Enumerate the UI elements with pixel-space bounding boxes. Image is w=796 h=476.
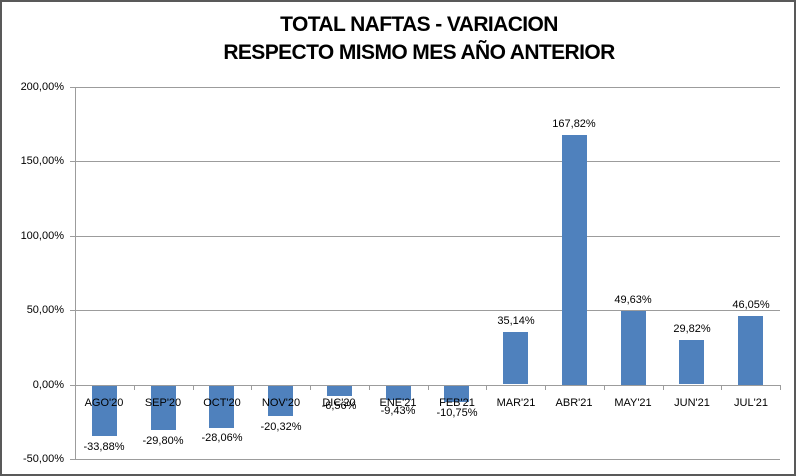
value-label-may21: 49,63% <box>614 294 652 306</box>
y-axis-line <box>75 87 76 459</box>
x-axis-tick <box>251 385 252 390</box>
value-label-feb21: -10,75% <box>436 407 478 419</box>
bar-ago20 <box>92 386 117 436</box>
bar-may21 <box>621 311 646 385</box>
value-label-abr21: 167,82% <box>552 118 596 130</box>
category-label-mar21: MAR'21 <box>496 397 536 409</box>
category-label-may21: MAY'21 <box>614 397 652 409</box>
x-axis-tick <box>604 385 605 390</box>
value-label-sep20: -29,80% <box>142 435 184 447</box>
value-label-oct20: -28,06% <box>201 432 243 444</box>
gridline-200 <box>75 87 780 88</box>
y-axis-tick <box>70 385 75 386</box>
x-axis-tick <box>75 385 76 390</box>
y-axis-tick <box>70 236 75 237</box>
x-axis-tick <box>428 385 429 390</box>
category-label-abr21: ABR'21 <box>555 397 593 409</box>
bar-sep20 <box>151 386 176 430</box>
value-label-dic20: -6,56% <box>321 400 357 412</box>
x-axis-tick <box>134 385 135 390</box>
bar-abr21 <box>562 135 587 385</box>
x-axis-tick <box>369 385 370 390</box>
value-label-jul21: 46,05% <box>732 299 770 311</box>
chart-title: TOTAL NAFTAS - VARIACION RESPECTO MISMO … <box>62 11 776 67</box>
gridline-100 <box>75 236 780 237</box>
y-tick-label: 50,00% <box>26 304 64 316</box>
category-label-nov20: NOV'20 <box>261 397 301 409</box>
chart-title-line2: RESPECTO MISMO MES AÑO ANTERIOR <box>223 41 615 64</box>
value-label-ene21: -9,43% <box>380 405 416 417</box>
category-label-jun21: JUN'21 <box>674 397 710 409</box>
y-tick-label: 0,00% <box>32 379 64 391</box>
y-axis-tick <box>70 310 75 311</box>
category-label-oct20: OCT'20 <box>203 397 241 409</box>
chart-title-line1: TOTAL NAFTAS - VARIACION <box>280 13 558 36</box>
y-tick-label: -50,00% <box>23 453 64 465</box>
x-axis-tick <box>663 385 664 390</box>
value-label-jun21: 29,82% <box>673 323 711 335</box>
bar-feb21 <box>444 386 469 402</box>
gridline-0 <box>75 385 780 386</box>
x-axis-tick <box>310 385 311 390</box>
value-label-mar21: 35,14% <box>497 315 535 327</box>
value-label-nov20: -20,32% <box>260 421 302 433</box>
bar-mar21 <box>503 332 528 384</box>
category-label-sep20: SEP'20 <box>144 397 182 409</box>
bar-ene21 <box>386 386 411 400</box>
value-label-ago20: -33,88% <box>83 441 125 453</box>
category-label-feb21: FEB'21 <box>439 397 475 409</box>
y-axis-tick <box>70 87 75 88</box>
category-label-dic20: DIC'20 <box>322 397 356 409</box>
x-axis-tick <box>780 385 781 390</box>
y-tick-label: 200,00% <box>20 81 64 93</box>
gridline-50 <box>75 310 780 311</box>
y-tick-label: 150,00% <box>20 155 64 167</box>
x-axis-tick <box>193 385 194 390</box>
category-label-jul21: JUL'21 <box>734 397 768 409</box>
category-label-ene21: ENE'21 <box>379 397 417 409</box>
x-axis-tick <box>545 385 546 390</box>
bar-jul21 <box>738 316 763 385</box>
category-label-ago20: AGO'20 <box>84 397 124 409</box>
bar-oct20 <box>209 386 234 428</box>
y-tick-label: 100,00% <box>20 230 64 242</box>
bar-dic20 <box>327 386 352 396</box>
gridline-150 <box>75 161 780 162</box>
x-axis-tick <box>486 385 487 390</box>
y-axis-tick <box>70 459 75 460</box>
y-axis-tick <box>70 161 75 162</box>
bar-nov20 <box>268 386 293 416</box>
x-axis-tick <box>721 385 722 390</box>
bar-jun21 <box>679 340 704 384</box>
gridline--50 <box>75 459 780 460</box>
